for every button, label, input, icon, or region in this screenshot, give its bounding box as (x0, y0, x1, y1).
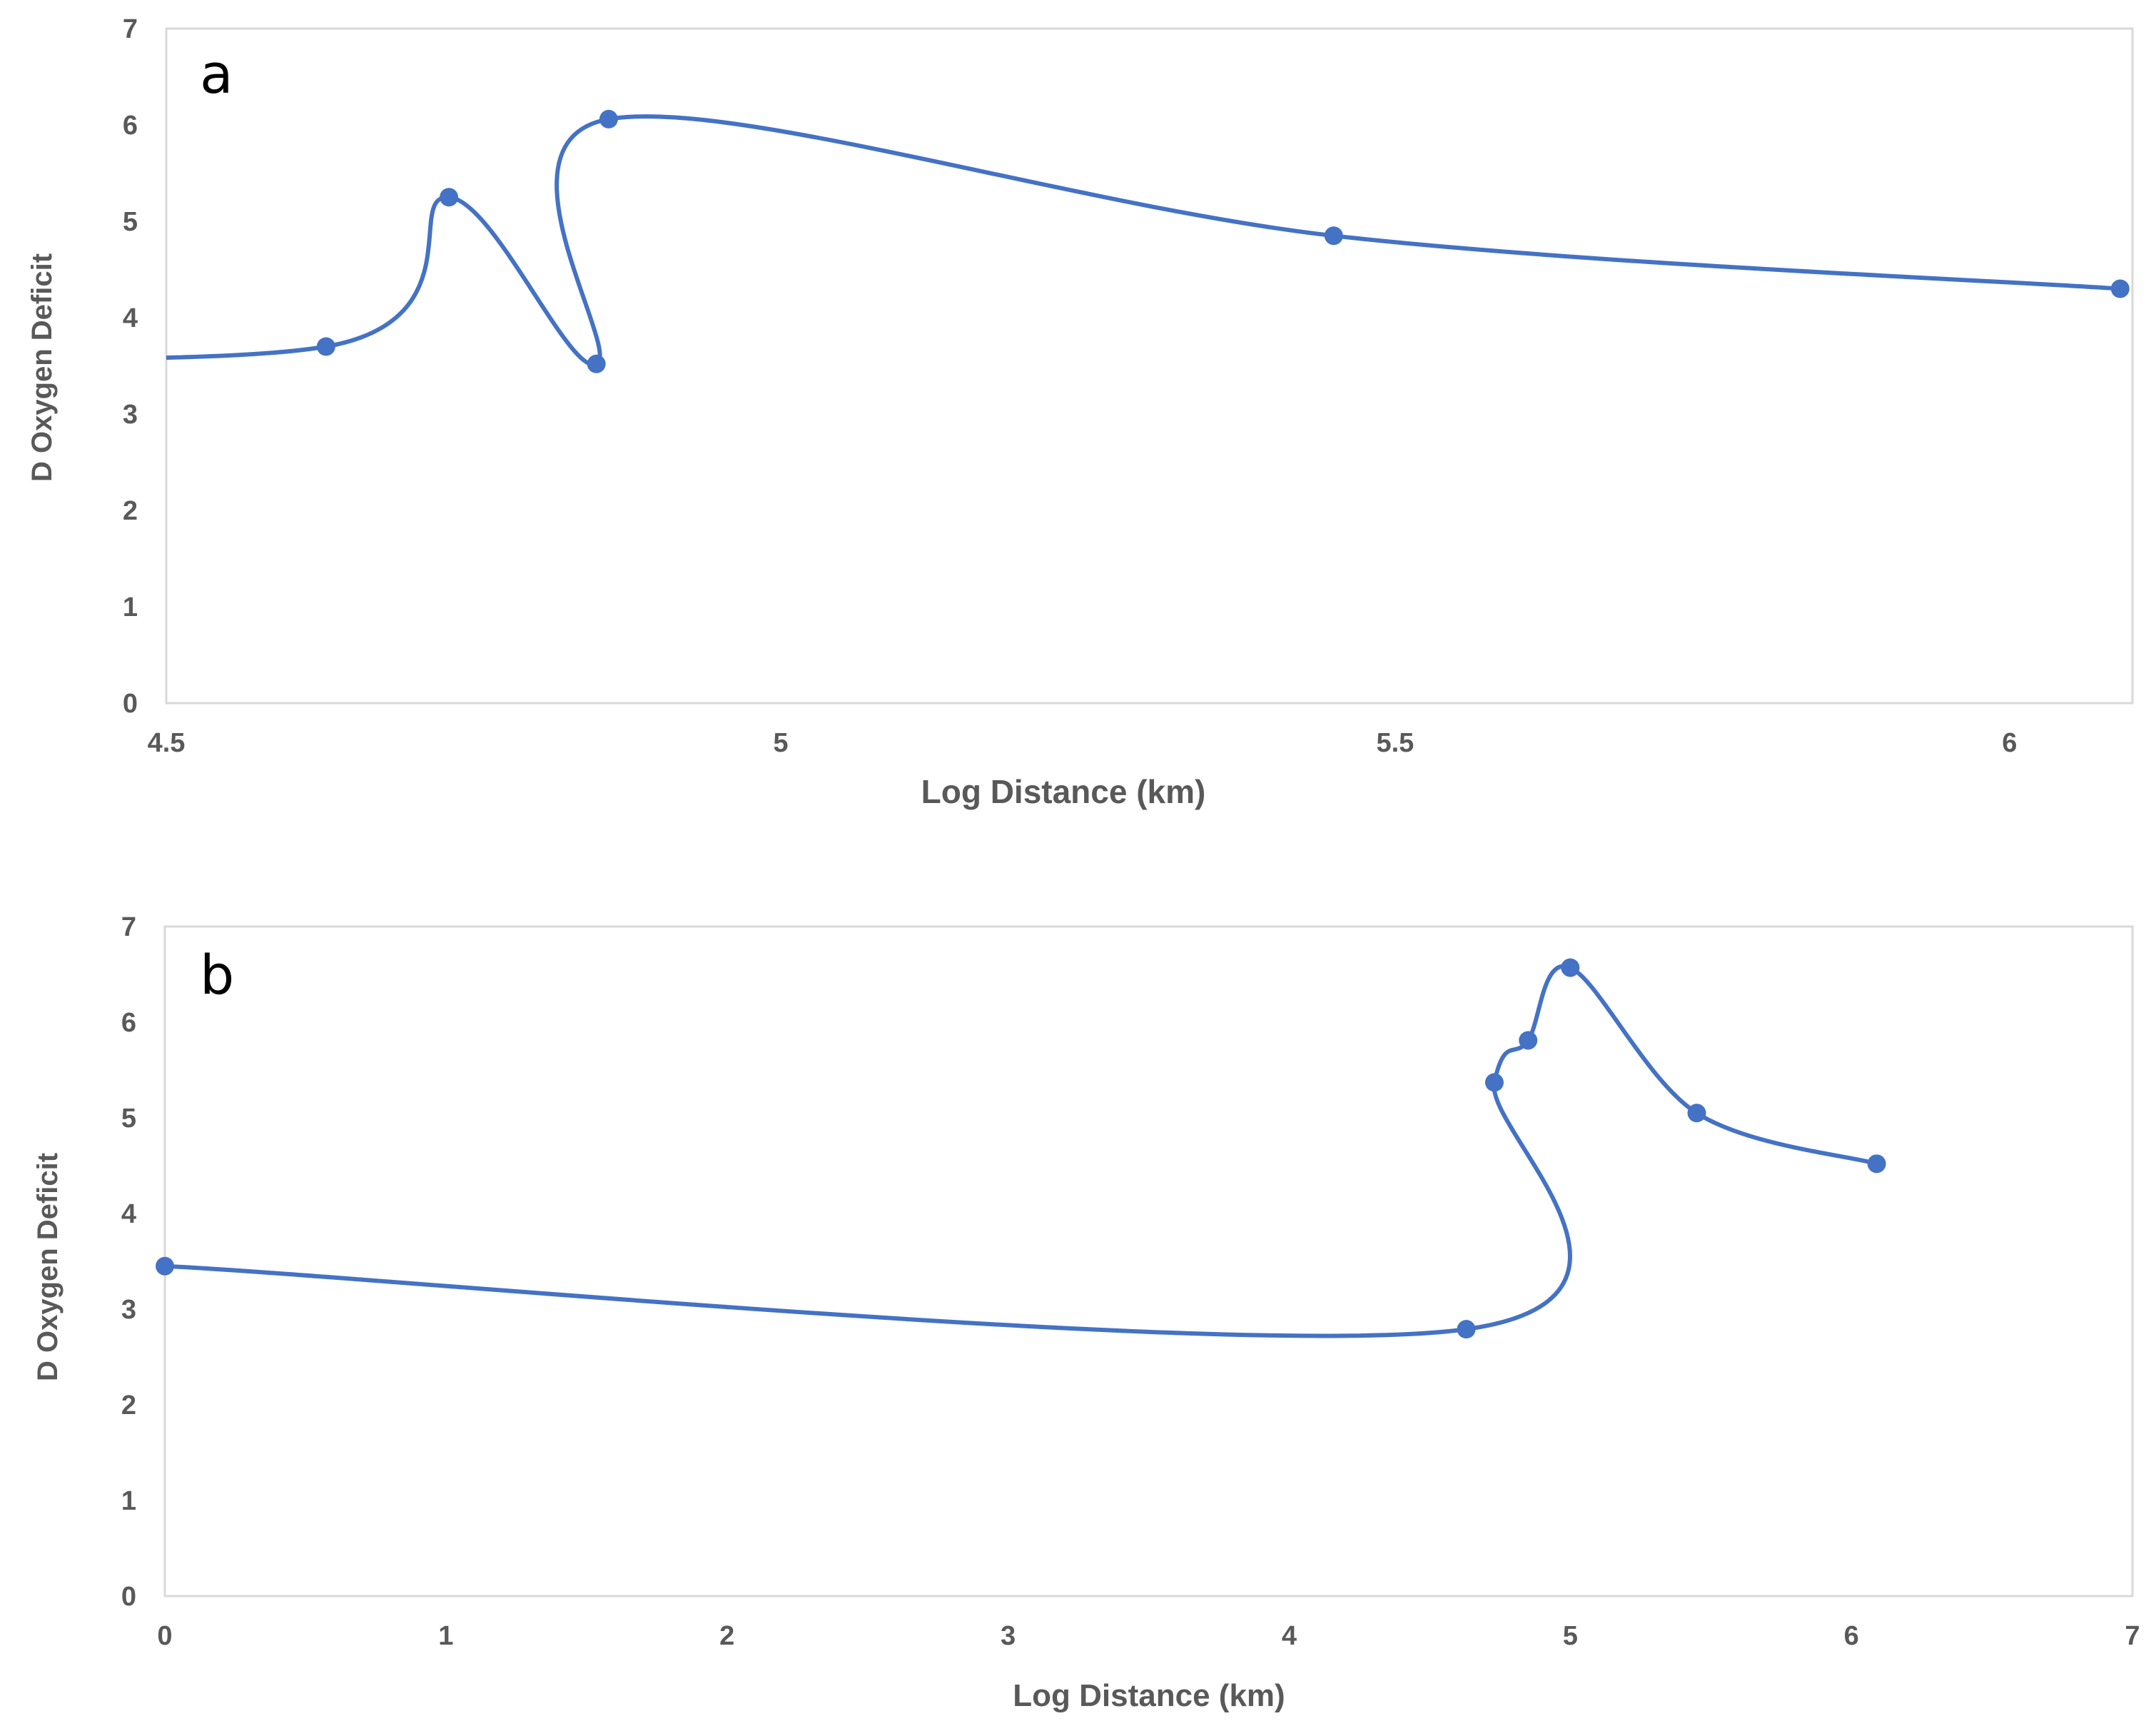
y-tick-label-a: 7 (123, 14, 138, 44)
y-tick-label-b: 7 (121, 912, 136, 942)
y-tick-label-a: 6 (123, 111, 138, 141)
y-axis-title-a: D Oxygen Deficit (26, 253, 58, 482)
data-point-b (1484, 1073, 1504, 1092)
data-point-b (1687, 1104, 1706, 1123)
data-point-a (440, 188, 459, 207)
y-tick-label-a: 1 (123, 592, 138, 622)
x-tick-label-b: 2 (719, 1621, 734, 1651)
data-point-a (2110, 279, 2130, 298)
y-tick-label-b: 1 (121, 1486, 136, 1516)
x-axis-title-b: Log Distance (km) (1013, 1678, 1285, 1713)
plot-area-b (163, 925, 2134, 1598)
panel-label-b: b (200, 943, 234, 1006)
data-point-b (1457, 1320, 1476, 1339)
x-tick-label-a: 5.5 (1376, 728, 1414, 758)
x-tick-label-b: 7 (2125, 1621, 2140, 1651)
y-tick-label-a: 0 (123, 689, 138, 719)
tick-labels-b: 0 1 2 3 4 5 6 7 0 1 2 3 4 5 6 7 (121, 912, 2140, 1651)
y-tick-label-a: 3 (123, 400, 138, 430)
data-point-a (316, 337, 335, 356)
y-tick-label-b: 6 (121, 1008, 136, 1038)
x-tick-label-b: 6 (1844, 1621, 1859, 1651)
series-line-a (166, 114, 2122, 367)
plot-area-a (165, 27, 2134, 705)
x-tick-label-b: 4 (1282, 1621, 1297, 1651)
chart-panel-b: b Log Distance (km) D Oxygen Deficit 0 1 2… (32, 912, 2140, 1713)
panel-label-a: a (200, 42, 233, 106)
y-tick-label-b: 4 (121, 1199, 136, 1229)
y-tick-label-a: 2 (123, 496, 138, 526)
y-tick-label-b: 2 (121, 1391, 136, 1420)
tick-labels-a: 4.5 5 5.5 6 0 1 2 3 4 5 6 7 (123, 14, 2018, 758)
series-markers-a (316, 109, 2130, 373)
data-point-b (156, 1256, 174, 1276)
data-point-b (1867, 1154, 1886, 1174)
chart-panel-a: a Log Distance (km) D Oxygen Deficit 4.5… (26, 14, 2134, 810)
x-tick-label-b: 3 (1001, 1621, 1016, 1651)
data-point-a (587, 354, 606, 373)
y-tick-label-a: 5 (123, 207, 138, 237)
series-line-b (165, 964, 1879, 1338)
x-tick-label-a: 4.5 (148, 728, 186, 758)
data-point-a (599, 109, 618, 128)
data-point-a (1324, 226, 1343, 246)
x-tick-label-b: 5 (1563, 1621, 1578, 1651)
x-tick-label-a: 6 (2002, 728, 2017, 758)
y-tick-label-a: 4 (123, 303, 138, 333)
data-point-b (1519, 1031, 1538, 1050)
x-tick-label-b: 0 (157, 1621, 172, 1651)
y-axis-title-b: D Oxygen Deficit (32, 1153, 64, 1381)
series-markers-b (156, 958, 1886, 1339)
x-tick-label-b: 1 (438, 1621, 453, 1651)
y-tick-label-b: 3 (121, 1295, 136, 1325)
data-point-b (1561, 958, 1580, 977)
x-axis-title-a: Log Distance (km) (921, 773, 1206, 810)
y-tick-label-b: 5 (121, 1104, 136, 1134)
x-tick-label-a: 5 (773, 728, 788, 758)
y-tick-label-b: 0 (121, 1582, 136, 1612)
